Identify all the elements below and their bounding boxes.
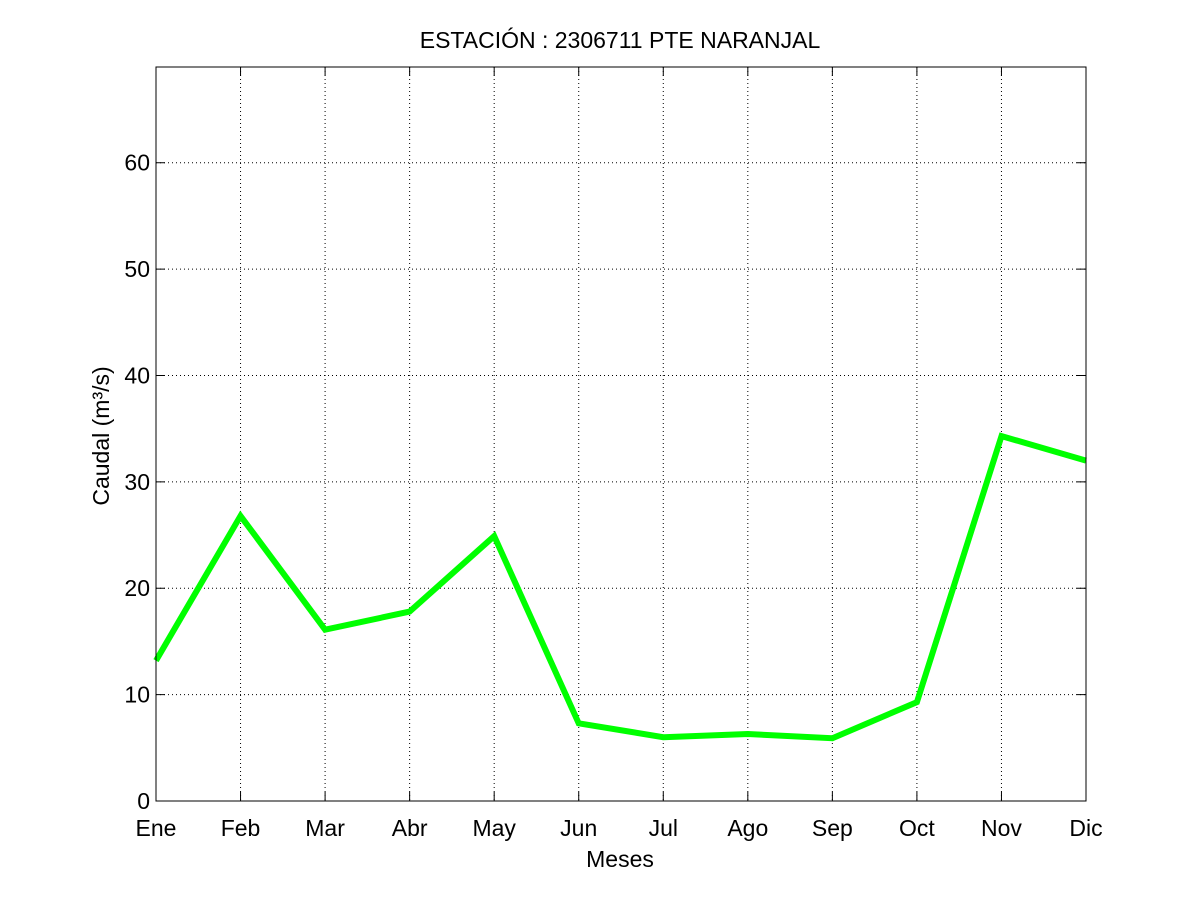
- chart-title: ESTACIÓN : 2306711 PTE NARANJAL: [420, 27, 821, 53]
- y-tick-label: 40: [124, 362, 150, 388]
- series-line: [153, 432, 1087, 742]
- x-tick-labels: Ene Feb Mar Abr May Jun Jul Ago Sep Oct Nov Dic: [136, 815, 1103, 841]
- x-tick-label: Ago: [727, 815, 768, 841]
- x-axis-label: Meses: [586, 846, 654, 872]
- x-tick-label: Dic: [1069, 815, 1102, 841]
- x-tick-label: Abr: [392, 815, 428, 841]
- axis-ticks: [155, 67, 1087, 802]
- x-tick-label: Nov: [981, 815, 1022, 841]
- y-tick-label: 0: [137, 788, 150, 814]
- y-axis-label: Caudal (m³/s): [88, 366, 114, 505]
- x-tick-label: Ene: [136, 815, 177, 841]
- x-tick-label: Sep: [812, 815, 853, 841]
- y-tick-label: 10: [124, 682, 150, 708]
- y-tick-label: 50: [124, 256, 150, 282]
- y-tick-labels: 0 10 20 30 40 50 60: [124, 150, 150, 814]
- plot-frame: [155, 66, 1087, 802]
- x-tick-label: Oct: [899, 815, 935, 841]
- x-tick-label: May: [472, 815, 516, 841]
- grid: [156, 67, 1086, 801]
- x-tick-label: Jul: [649, 815, 678, 841]
- x-tick-label: Feb: [221, 815, 261, 841]
- y-tick-label: 20: [124, 575, 150, 601]
- x-tick-label: Mar: [305, 815, 345, 841]
- y-tick-label: 30: [124, 469, 150, 495]
- x-tick-label: Jun: [560, 815, 597, 841]
- y-tick-label: 60: [124, 150, 150, 176]
